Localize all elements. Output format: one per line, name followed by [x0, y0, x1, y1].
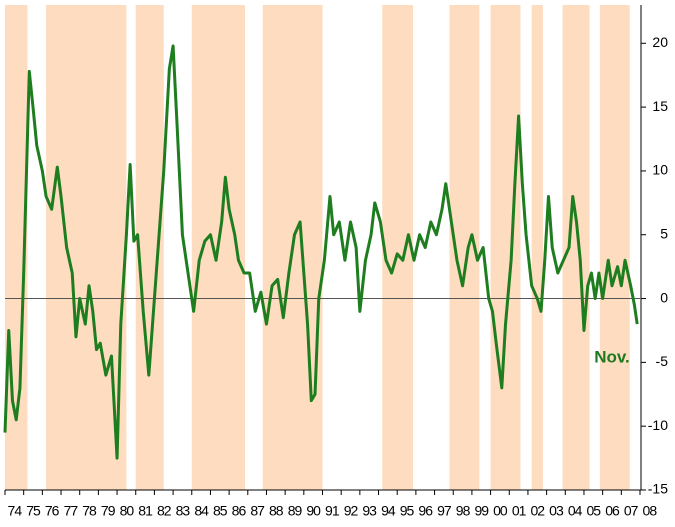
x-tick-label: 75 [26, 503, 41, 519]
x-tick-label: 06 [605, 503, 620, 519]
y-tick-label: 0 [660, 289, 668, 305]
x-tick-label: 81 [138, 503, 153, 519]
y-tick-label: -5 [656, 353, 669, 369]
x-tick-label: 77 [64, 503, 79, 519]
x-tick-label: 90 [306, 503, 321, 519]
y-tick-label: -10 [648, 417, 668, 433]
x-tick-label: 95 [400, 503, 415, 519]
y-tick-label: 10 [652, 162, 668, 178]
x-tick-label: 82 [157, 503, 172, 519]
x-tick-label: 88 [269, 503, 284, 519]
x-tick-label: 74 [8, 503, 23, 519]
band [531, 5, 543, 490]
x-tick-label: 96 [418, 503, 433, 519]
x-tick-label: 05 [587, 503, 602, 519]
recession-bands [5, 5, 630, 490]
band [382, 5, 414, 490]
x-tick-label: 03 [549, 503, 564, 519]
x-tick-label: 85 [213, 503, 228, 519]
x-tick-label: 84 [194, 503, 209, 519]
x-tick-label: 98 [456, 503, 471, 519]
x-tick-label: 83 [176, 503, 191, 519]
x-tick-label: 00 [493, 503, 508, 519]
x-tick-label: 80 [120, 503, 135, 519]
y-tick-label: 15 [652, 98, 668, 114]
y-tick-label: -15 [648, 481, 668, 497]
x-tick-label: 87 [250, 503, 265, 519]
x-tick-label: 93 [362, 503, 377, 519]
x-tick-label: 97 [437, 503, 452, 519]
x-tick-label: 01 [512, 503, 527, 519]
plot [3, 44, 639, 460]
band [599, 5, 630, 490]
x-tick-label: 91 [325, 503, 340, 519]
x-tick-label: 76 [45, 503, 60, 519]
annotation: Nov. [594, 347, 630, 366]
x-tick-label: 79 [101, 503, 116, 519]
x-tick-label: 86 [232, 503, 247, 519]
x-tick-label: 99 [474, 503, 489, 519]
x-tick-label: 92 [344, 503, 359, 519]
x-tick-label: 89 [288, 503, 303, 519]
y-tick-label: 5 [660, 225, 668, 241]
x-tick-label: 02 [530, 503, 545, 519]
series-line [3, 44, 639, 460]
x-tick-label: 07 [624, 503, 639, 519]
band [562, 5, 590, 490]
x-tick-label: 08 [643, 503, 658, 519]
x-tick-label: 94 [381, 503, 396, 519]
band [490, 5, 521, 490]
x-tick-label: 04 [568, 503, 583, 519]
y-tick-label: 20 [652, 34, 668, 50]
x-tick-label: 78 [82, 503, 97, 519]
